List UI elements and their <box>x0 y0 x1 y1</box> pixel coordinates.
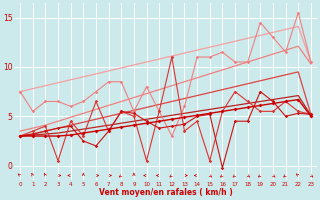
X-axis label: Vent moyen/en rafales ( km/h ): Vent moyen/en rafales ( km/h ) <box>99 188 232 197</box>
